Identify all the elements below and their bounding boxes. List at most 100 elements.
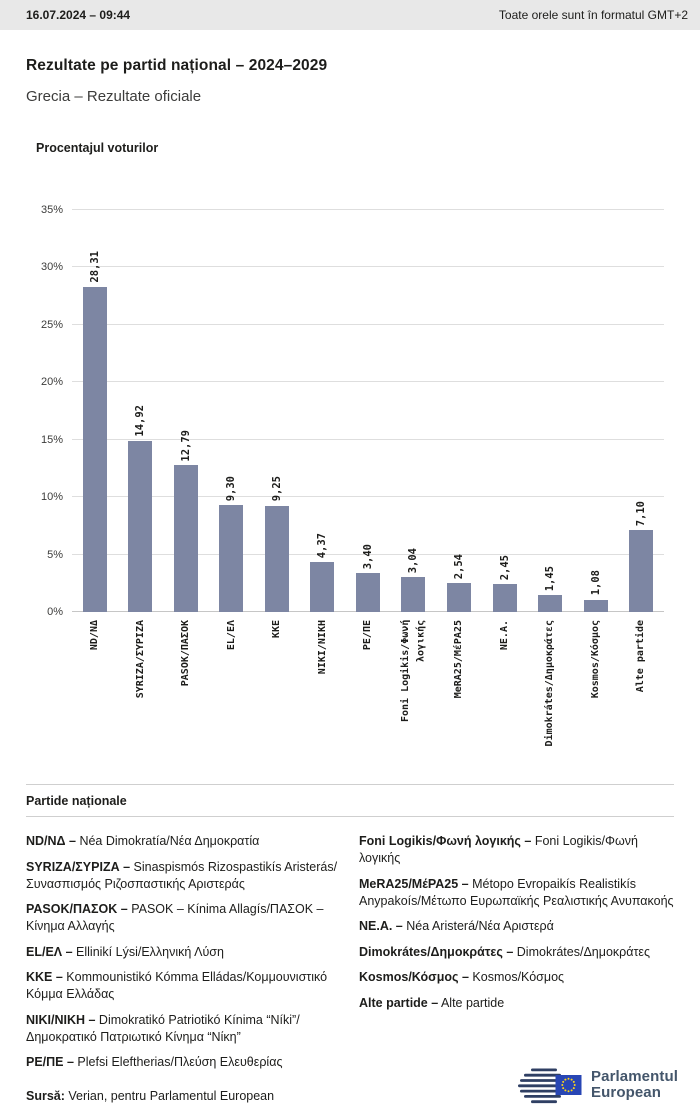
x-axis-category-label: Dimokrátes/Δημοκράτες <box>544 620 556 747</box>
gridline-30% <box>72 266 664 268</box>
x-axis-category-label: KKE <box>271 620 283 639</box>
x-label-cell: Kosmos/Κόσμος <box>573 612 619 778</box>
bar-value-label: 1,08 <box>589 570 602 596</box>
bar <box>128 440 153 612</box>
legend-column-1: ND/ΝΔ – Néa Dimokratía/Νέα Δημοκρατία SYR… <box>26 833 341 1080</box>
source-label: Sursă: <box>26 1089 65 1103</box>
bar-value-label: 9,25 <box>270 476 283 502</box>
bar-cell-EL/ΕΛ: 9,30 <box>209 210 255 612</box>
ep-hemicycle-flag-icon <box>518 1068 582 1104</box>
y-axis-tick-0%: 0% <box>47 606 63 618</box>
party-full-name: Néa Dimokratía/Νέα Δημοκρατία <box>75 834 260 848</box>
x-axis-category-label: ND/ΝΔ <box>89 620 101 651</box>
bar-cell-MeRA25/ΜέΡΑ25: 2,54 <box>436 210 482 612</box>
y-axis-tick-30%: 30% <box>40 261 63 274</box>
x-label-cell: EL/ΕΛ <box>209 612 255 778</box>
x-label-cell: NE.A. <box>482 612 528 778</box>
datetime-label: 16.07.2024 – 09:44 <box>26 8 131 22</box>
gridline-15% <box>72 438 664 440</box>
bar-value-label: 4,37 <box>316 532 329 558</box>
bar-cell-KKE: 9,25 <box>254 210 300 612</box>
bar-cell-NIKI/ΝΙΚΗ: 4,37 <box>300 210 346 612</box>
party-abbreviation: Alte partide – <box>359 995 439 1010</box>
gridline-5% <box>72 553 664 555</box>
party-abbreviation: PE/ΠΕ – <box>26 1055 74 1069</box>
page-title: Rezultate pe partid național – 2024–2029 <box>26 57 328 74</box>
party-legend-entry: Dimokrátes/Δημοκράτες – Dimokrátes/Δημοκ… <box>359 944 674 961</box>
party-full-name: Plefsi Eleftherias/Πλεύση Ελευθερίας <box>73 1055 283 1069</box>
bar <box>492 583 517 612</box>
x-axis-category-label: Alte partide <box>635 620 647 693</box>
source-note: Sursă: Verian, pentru Parlamentul Europe… <box>26 1089 274 1105</box>
y-axis-tick-35%: 35% <box>40 204 63 216</box>
bar-value-label: 12,79 <box>179 429 192 462</box>
y-axis-tick-20%: 20% <box>40 376 63 389</box>
party-full-name: Kommounistikó Kómma Elládas/Κομμουνιστικ… <box>26 970 328 1001</box>
bar-cell-Dimokrátes/Δημοκράτες: 1,45 <box>527 210 573 612</box>
x-axis-category-label: PE/ΠΕ <box>362 620 374 651</box>
bar-cell-ND/ΝΔ: 28,31 <box>72 210 118 612</box>
party-legend-entry: PASOK/ΠΑΣΟΚ – PASOK – Kínima Allagís/ΠΑΣ… <box>26 901 341 935</box>
bar-cell-SYRIZA/ΣΥΡΙΖΑ: 14,92 <box>118 210 164 612</box>
party-legend-entry: ND/ΝΔ – Néa Dimokratía/Νέα Δημοκρατία <box>26 833 341 850</box>
gridline-25% <box>72 323 664 325</box>
x-label-cell: PE/ΠΕ <box>345 612 391 778</box>
bar-value-label: 28,31 <box>88 251 101 283</box>
legend-column-2: Foni Logikis/Φωνή λογικής – Foni Logikis… <box>359 833 674 1080</box>
bar-chart-plot-area: 28,31 14,92 12,79 9,30 9,25 4,37 3,40 3,04 2,54 2… <box>41 204 664 618</box>
legend-title: Partide naționale <box>26 794 127 808</box>
party-legend-entry: PE/ΠΕ – Plefsi Eleftherias/Πλεύση Ελευθε… <box>26 1054 341 1071</box>
chart-title: Procentajul voturilor <box>36 141 159 155</box>
top-status-bar: 16.07.2024 – 09:44 Toate orele sunt în f… <box>0 0 700 30</box>
x-axis-category-label: NE.A. <box>498 620 510 651</box>
legend-columns: ND/ΝΔ – Néa Dimokratía/Νέα Δημοκρατία SYR… <box>26 833 674 1080</box>
party-full-name: Néa Aristerá/Νέα Αριστερά <box>402 919 554 933</box>
bar <box>538 595 563 612</box>
party-abbreviation: NIKI/ΝΙΚΗ – <box>26 1012 96 1027</box>
gridline-35% <box>72 209 664 210</box>
party-abbreviation: Dimokrátes/Δημοκράτες – <box>359 944 514 959</box>
party-abbreviation: Kosmos/Κόσμος – <box>359 970 469 984</box>
y-axis-tick-10%: 10% <box>40 491 63 504</box>
x-axis-labels: ND/ΝΔ SYRIZA/ΣΥΡΙΖΑ PASOK/ΠΑΣΟΚ EL/ΕΛ KKE NIK… <box>72 612 664 778</box>
bar <box>82 286 107 612</box>
bar-value-label: 1,45 <box>544 566 557 592</box>
party-legend-entry: Foni Logikis/Φωνή λογικής – Foni Logikis… <box>359 833 674 867</box>
bar <box>310 561 335 612</box>
party-full-name: Sinaspismós Rizospastikís Aristerás/Συνα… <box>26 859 338 891</box>
bar <box>219 505 244 612</box>
party-full-name: Métopo Evropaikís Realistikís Anypakoís/… <box>359 876 674 908</box>
x-label-cell: SYRIZA/ΣΥΡΙΖΑ <box>118 612 164 778</box>
bar <box>629 530 654 612</box>
bar-value-label: 2,54 <box>453 553 466 579</box>
party-legend-entry: SYRIZA/ΣΥΡΙΖΑ – Sinaspismós Rizospastikí… <box>26 859 341 893</box>
x-label-cell: KKE <box>254 612 300 778</box>
ep-logo-text-line2: European <box>591 1084 662 1101</box>
party-abbreviation: Foni Logikis/Φωνή λογικής – <box>359 834 532 848</box>
timezone-note: Toate orele sunt în formatul GMT+2 <box>498 8 688 22</box>
party-abbreviation: MeRA25/ΜέΡΑ25 – <box>359 876 469 891</box>
party-abbreviation: EL/ΕΛ – <box>26 944 73 959</box>
page-subtitle: Grecia – Rezultate oficiale <box>26 88 202 105</box>
party-legend-entry: KKE – Kommounistikó Kómma Elládas/Κομμου… <box>26 969 341 1003</box>
bar <box>447 582 472 612</box>
party-full-name: Dimokratikó Patriotikó Kínima “Níki”/Δημ… <box>26 1012 300 1044</box>
x-axis-category-label: EL/ΕΛ <box>225 620 237 651</box>
ep-logo[interactable]: Parlamentul European <box>516 1065 678 1105</box>
party-abbreviation: KKE – <box>26 970 63 984</box>
bar <box>173 465 198 612</box>
bar-cell-Foni Logikis/Φωνή λογικής: 3,04 <box>391 210 437 612</box>
bar-cell-Kosmos/Κόσμος: 1,08 <box>573 210 619 612</box>
bar <box>401 577 426 612</box>
divider-bottom <box>26 816 674 817</box>
divider-top <box>26 784 674 785</box>
x-label-cell: PASOK/ΠΑΣΟΚ <box>163 612 209 778</box>
x-axis-category-label: Kosmos/Κόσμος <box>589 620 601 699</box>
bar-value-label: 2,45 <box>498 554 511 580</box>
source-text: Verian, pentru Parlamentul European <box>68 1089 275 1103</box>
gridline-20% <box>72 381 664 383</box>
bar-value-label: 9,30 <box>225 475 238 502</box>
party-legend-entry: NE.A. – Néa Aristerá/Νέα Αριστερά <box>359 918 674 935</box>
party-abbreviation: ND/ΝΔ – <box>26 834 76 848</box>
x-axis-category-label: PASOK/ΠΑΣΟΚ <box>180 620 192 687</box>
